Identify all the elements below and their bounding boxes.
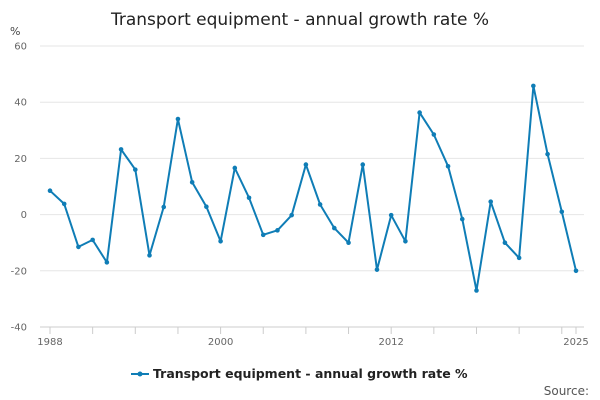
data-point-2015[interactable] bbox=[431, 132, 437, 137]
data-point-1992[interactable] bbox=[104, 260, 110, 265]
data-point-2014[interactable] bbox=[417, 110, 422, 115]
y-tick-label: 0 bbox=[21, 210, 27, 221]
x-tick-label: 2025 bbox=[563, 337, 588, 348]
x-tick-label: 2000 bbox=[208, 337, 233, 348]
data-point-2025[interactable] bbox=[573, 268, 579, 274]
data-point-2007[interactable] bbox=[317, 202, 323, 207]
y-tick-label: 40 bbox=[14, 98, 27, 109]
y-tick-label: -40 bbox=[11, 323, 27, 334]
legend[interactable]: Transport equipment - annual growth rate… bbox=[131, 366, 468, 381]
data-point-2018[interactable] bbox=[474, 288, 479, 293]
source-label: Source: bbox=[544, 384, 589, 398]
data-point-1991[interactable] bbox=[90, 237, 95, 243]
data-point-1988[interactable] bbox=[47, 188, 53, 194]
series-layer bbox=[47, 83, 579, 293]
data-point-1993[interactable] bbox=[118, 147, 124, 152]
data-point-1998[interactable] bbox=[189, 179, 195, 185]
data-point-1995[interactable] bbox=[147, 253, 152, 258]
data-point-2006[interactable] bbox=[303, 162, 309, 167]
data-point-2021[interactable] bbox=[516, 255, 522, 261]
data-point-2002[interactable] bbox=[246, 195, 252, 201]
data-point-2010[interactable] bbox=[360, 162, 366, 167]
data-point-2004[interactable] bbox=[275, 228, 280, 233]
data-point-2020[interactable] bbox=[502, 240, 508, 245]
series-line-0 bbox=[49, 84, 577, 292]
data-point-2016[interactable] bbox=[445, 163, 451, 169]
data-point-1999[interactable] bbox=[204, 204, 209, 210]
data-point-1994[interactable] bbox=[132, 167, 138, 172]
x-tick-label: 1988 bbox=[37, 337, 62, 348]
x-tick-label: 2012 bbox=[378, 337, 403, 348]
data-point-2011[interactable] bbox=[374, 267, 380, 272]
data-point-1989[interactable] bbox=[61, 201, 67, 207]
legend-marker-swatch bbox=[137, 371, 143, 377]
gridlines bbox=[40, 45, 584, 328]
data-point-2009[interactable] bbox=[346, 240, 351, 245]
data-point-2017[interactable] bbox=[459, 216, 465, 222]
y-tick-label: 60 bbox=[14, 42, 27, 53]
data-point-2022[interactable] bbox=[531, 83, 536, 89]
data-point-2001[interactable] bbox=[232, 165, 238, 171]
y-axis-unit-label: % bbox=[10, 25, 20, 38]
data-point-2023[interactable] bbox=[545, 151, 550, 157]
chart-title: Transport equipment - annual growth rate… bbox=[110, 10, 489, 30]
legend-label: Transport equipment - annual growth rate… bbox=[153, 366, 468, 381]
data-point-1997[interactable] bbox=[175, 116, 181, 122]
data-point-2005[interactable] bbox=[289, 212, 294, 218]
data-point-1996[interactable] bbox=[161, 204, 167, 210]
x-axis: 1988 2000 2012 2025 bbox=[37, 326, 589, 348]
y-tick-label: 20 bbox=[14, 154, 27, 165]
data-point-2008[interactable] bbox=[332, 225, 337, 231]
data-point-1990[interactable] bbox=[76, 244, 81, 250]
data-point-2003[interactable] bbox=[260, 232, 266, 238]
data-point-2013[interactable] bbox=[403, 238, 408, 244]
y-tick-label: -20 bbox=[11, 266, 27, 277]
y-axis-ticks: 60 40 20 0 -20 -40 bbox=[11, 42, 27, 334]
data-point-2024[interactable] bbox=[559, 209, 565, 215]
data-point-2000[interactable] bbox=[218, 238, 223, 244]
data-point-2019[interactable] bbox=[488, 199, 494, 204]
data-point-2012[interactable] bbox=[388, 212, 394, 218]
